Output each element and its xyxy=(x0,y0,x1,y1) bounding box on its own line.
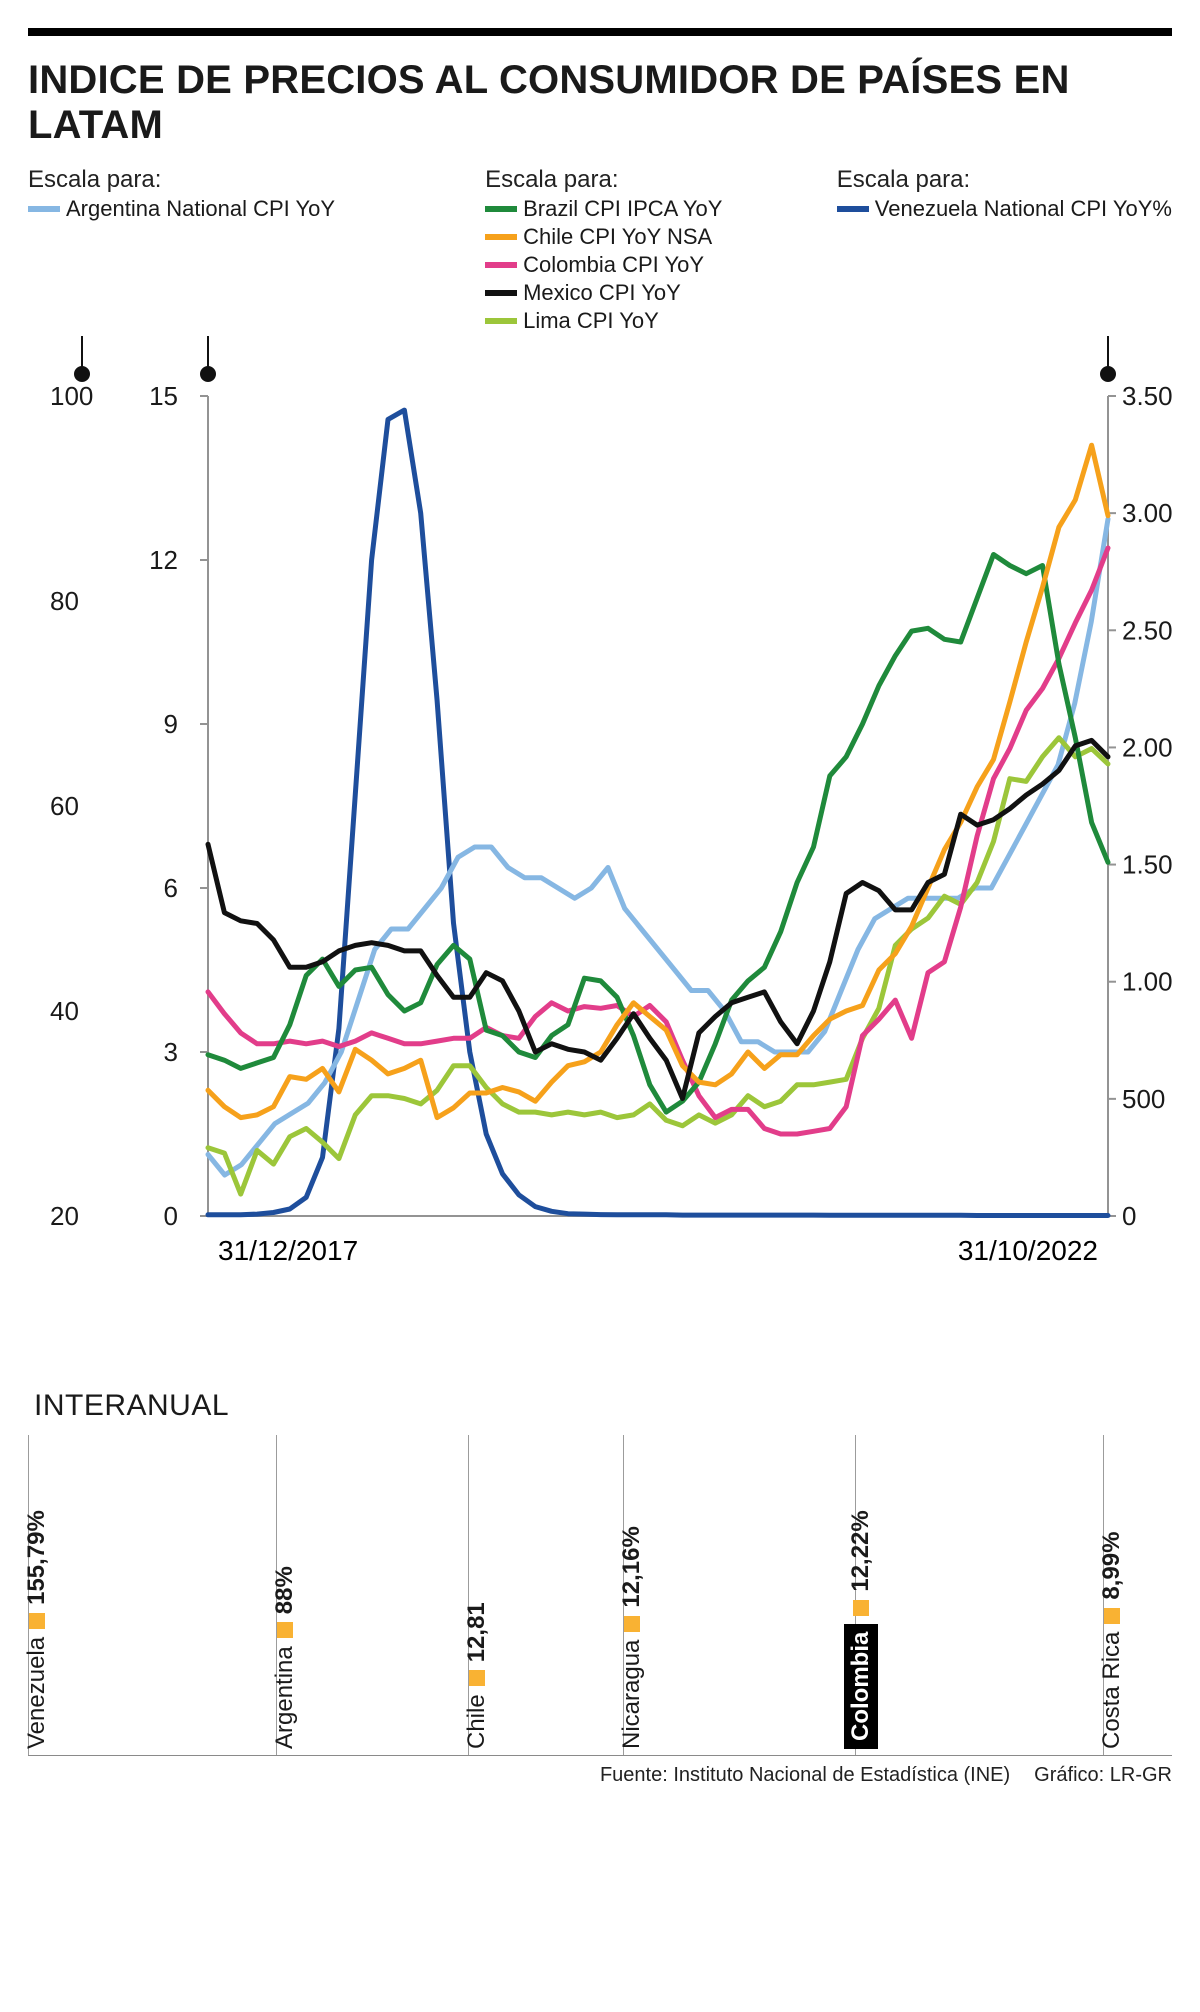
svg-text:0: 0 xyxy=(164,1201,178,1231)
interanual-col: Chile12,81 xyxy=(468,1435,624,1755)
cpi-line-chart: 20 40 60 80 100 0 3 6 9 12 15 0 500 1.000 1.500 2.000 2.… xyxy=(28,336,1172,1356)
interanual-table: Venezuela155,79%Argentina88%Chile12,81Ni… xyxy=(28,1435,1172,1756)
legend-item: Colombia CPI YoY xyxy=(485,252,787,278)
interanual-col: Nicaragua12,16% xyxy=(623,1435,855,1755)
legend-item: Mexico CPI YoY xyxy=(485,280,787,306)
chart-footer: Fuente: Instituto Nacional de Estadístic… xyxy=(28,1756,1172,1787)
top-rule xyxy=(28,28,1172,36)
svg-text:100: 100 xyxy=(50,381,93,411)
svg-text:31/12/2017: 31/12/2017 xyxy=(218,1235,358,1266)
legend-item: Lima CPI YoY xyxy=(485,308,787,334)
interanual-col: Costa Rica8,99% xyxy=(1103,1435,1200,1755)
chart-wrap: 20 40 60 80 100 0 3 6 9 12 15 0 500 1.000 1.500 2.000 2.… xyxy=(28,336,1172,1361)
svg-text:9: 9 xyxy=(164,709,178,739)
svg-text:15: 15 xyxy=(149,381,178,411)
svg-text:3.500: 3.500 xyxy=(1122,381,1172,411)
series-brazil xyxy=(208,555,1108,1113)
svg-text:0: 0 xyxy=(1122,1201,1136,1231)
legend-item: Brazil CPI IPCA YoY xyxy=(485,196,787,222)
svg-text:31/10/2022: 31/10/2022 xyxy=(958,1235,1098,1266)
svg-text:500: 500 xyxy=(1122,1084,1165,1114)
interanual-col: Argentina88% xyxy=(276,1435,468,1755)
svg-text:3: 3 xyxy=(164,1037,178,1067)
legend-item: Argentina National CPI YoY xyxy=(28,196,335,222)
svg-text:3.000: 3.000 xyxy=(1122,498,1172,528)
svg-text:6: 6 xyxy=(164,873,178,903)
legend-row: Escala para:Argentina National CPI YoYEs… xyxy=(28,162,1172,336)
legend-item: Venezuela National CPI YoY% xyxy=(837,196,1172,222)
svg-text:12: 12 xyxy=(149,545,178,575)
credit-text: Gráfico: LR-GR xyxy=(1034,1764,1172,1787)
interanual-label: INTERANUAL xyxy=(34,1389,1172,1423)
svg-text:2.500: 2.500 xyxy=(1122,615,1172,645)
svg-text:80: 80 xyxy=(50,586,79,616)
svg-text:1.500: 1.500 xyxy=(1122,850,1172,880)
legend-item: Chile CPI YoY NSA xyxy=(485,224,787,250)
svg-text:40: 40 xyxy=(50,996,79,1026)
svg-text:1.000: 1.000 xyxy=(1122,967,1172,997)
interanual-col: Venezuela155,79% xyxy=(28,1435,276,1755)
svg-text:20: 20 xyxy=(50,1201,79,1231)
interanual-col: Colombia12,22% xyxy=(855,1435,1103,1755)
svg-text:2.000: 2.000 xyxy=(1122,732,1172,762)
chart-title: INDICE DE PRECIOS AL CONSUMIDOR DE PAÍSE… xyxy=(28,50,1172,162)
svg-text:60: 60 xyxy=(50,791,79,821)
source-text: Fuente: Instituto Nacional de Estadístic… xyxy=(600,1764,1010,1787)
